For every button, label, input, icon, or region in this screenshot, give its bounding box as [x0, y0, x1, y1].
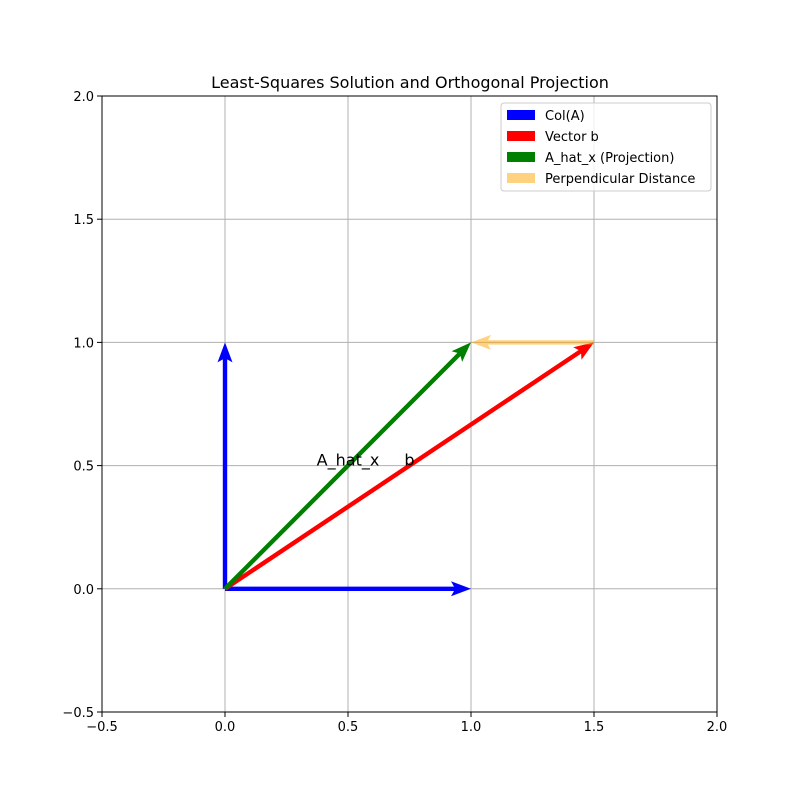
legend-swatch-perpendicular-distance: [507, 173, 535, 183]
vector-arrow-perpendicular-distance-4: [471, 334, 594, 350]
chart-title: Least-Squares Solution and Orthogonal Pr…: [211, 73, 609, 92]
legend: Col(A) Vector b A_hat_x (Projection) Perpen…: [500, 102, 712, 192]
x-tick-label-0: −0.5: [86, 720, 118, 735]
legend-swatch-a-hat-x-projection: [507, 152, 535, 162]
y-tick-label-5: 2.0: [73, 90, 94, 105]
legend-label-vector-b: Vector b: [545, 130, 599, 145]
legend-frame: [500, 102, 712, 192]
y-tick-label-0: −0.5: [62, 706, 94, 721]
y-tick-label-4: 1.5: [73, 213, 94, 228]
x-tick-label-1: 0.0: [215, 720, 236, 735]
legend-swatch-vector-b: [507, 131, 535, 141]
plot-frame: [101, 95, 718, 713]
y-tick-label-2: 0.5: [73, 460, 94, 475]
vector-arrow-col-a-0: [225, 581, 471, 597]
y-tick-label-3: 1.0: [73, 336, 94, 351]
legend-swatch-col-a: [507, 110, 535, 120]
x-tick-label-3: 1.0: [461, 720, 482, 735]
legend-label-perpendicular-distance: Perpendicular Distance: [545, 172, 695, 187]
x-tick-label-4: 1.5: [584, 720, 605, 735]
vector-arrow-a-hat-x-projection-3: [223, 342, 471, 591]
axis-ticks: −0.5 0.0 0.5 1.0 1.5 2.0 −0.5 0.0 0.5 1.0 1.5 2.0: [62, 90, 727, 735]
annotation-a-hat-x: A_hat_x: [317, 451, 380, 471]
x-tick-label-5: 2.0: [707, 720, 728, 735]
annotation-b: b: [404, 451, 414, 470]
annotations: A_hat_x b: [317, 451, 415, 471]
y-tick-label-1: 0.0: [73, 583, 94, 598]
x-tick-label-2: 0.5: [338, 720, 359, 735]
legend-label-col-a: Col(A): [545, 109, 585, 124]
vector-arrow-col-a-1: [217, 342, 233, 589]
vectors: [217, 334, 594, 597]
vector-arrow-vector-b-2: [223, 342, 594, 591]
legend-label-a-hat-x-projection: A_hat_x (Projection): [545, 151, 674, 166]
